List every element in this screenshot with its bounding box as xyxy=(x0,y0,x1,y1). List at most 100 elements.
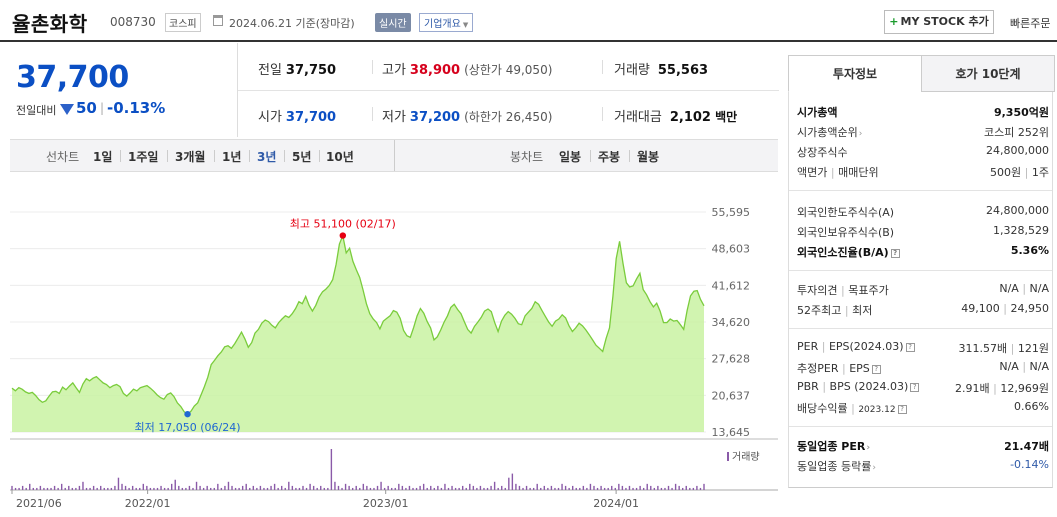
tab-hoga-10[interactable]: 호가 10단계 xyxy=(921,55,1055,92)
period-3y[interactable]: 3년 xyxy=(257,150,277,164)
stat-label: 거래대금 xyxy=(614,110,662,125)
candle-monthly[interactable]: 월봉 xyxy=(637,150,660,164)
tab-invest-info[interactable]: 투자정보 xyxy=(788,55,922,92)
price-summary: 37,700 전일대비 50 | -0.13% xyxy=(10,43,235,137)
volume-bar xyxy=(433,487,435,490)
info-value: 311.57배 xyxy=(958,342,1008,355)
stat-label: 시가 xyxy=(258,110,282,125)
volume-bar xyxy=(557,487,560,490)
info-row-par: 액면가 | 매매단위 500원 | 1주 xyxy=(797,166,1049,179)
volume-bar xyxy=(153,487,155,490)
volume-bar xyxy=(440,487,443,490)
volume-bar xyxy=(461,485,464,490)
volume-bar xyxy=(121,483,123,490)
compare-label: 전일대비 xyxy=(16,104,57,117)
stat-open: 시가 37,700 xyxy=(258,106,336,125)
add-mystock-button[interactable]: + MY STOCK 추가 xyxy=(884,10,994,34)
volume-bar xyxy=(146,485,148,490)
info-value: -0.14% xyxy=(1010,458,1049,471)
divider xyxy=(789,190,1052,191)
volume-bar xyxy=(359,487,361,490)
volume-bar xyxy=(128,487,130,490)
volume-bar xyxy=(11,485,13,490)
volume-bar xyxy=(245,483,247,490)
volume-bar xyxy=(696,485,698,490)
max-point xyxy=(339,232,347,239)
period-1d[interactable]: 1일 xyxy=(93,150,113,164)
volume-bar xyxy=(699,487,702,490)
volume-bar xyxy=(518,485,521,490)
volume-bar xyxy=(373,487,375,490)
help-icon[interactable]: ? xyxy=(871,365,881,374)
volume-bar xyxy=(419,485,421,490)
volume-bar xyxy=(547,487,549,490)
corp-overview-label: 기업개요 xyxy=(424,19,461,30)
info-value: 500원 xyxy=(990,166,1022,179)
period-5y[interactable]: 5년 xyxy=(292,150,312,164)
volume-bar xyxy=(646,483,648,490)
volume-bar xyxy=(483,487,485,490)
candle-daily[interactable]: 일봉 xyxy=(559,150,582,164)
volume-bar xyxy=(394,487,396,490)
volume-bar xyxy=(252,485,255,490)
volume-bar xyxy=(14,487,17,490)
x-tick-label: 2024/01 xyxy=(593,497,639,510)
realtime-button[interactable]: 실시간 xyxy=(375,13,411,32)
volume-bar xyxy=(525,485,528,490)
divider xyxy=(789,328,1052,329)
invest-info-table: 시가총액 9,350억원 시가총액순위› 코스피 252위 상장주식수 24,800,… xyxy=(788,92,1053,488)
volume-bar xyxy=(351,487,354,490)
volume-bar xyxy=(199,485,201,490)
volume-bar xyxy=(575,487,577,490)
volume-bar xyxy=(298,487,301,490)
volume-bar xyxy=(39,485,42,490)
volume-bar xyxy=(504,487,506,490)
info-value: 21.47배 xyxy=(1004,440,1049,453)
period-1y[interactable]: 1년 xyxy=(222,150,242,164)
help-icon[interactable]: ? xyxy=(890,249,900,258)
info-label: 2023.12 xyxy=(858,405,896,415)
price-chart[interactable]: 55,595 48,603 41,612 34,620 27,628 20,637 13,6… xyxy=(10,192,778,517)
volume-bar xyxy=(330,449,333,490)
corp-overview-dropdown[interactable]: 기업개요 ▼ xyxy=(419,13,474,32)
current-price: 37,700 xyxy=(16,60,129,95)
y-tick-label: 55,595 xyxy=(712,206,751,219)
volume-bar xyxy=(685,485,687,490)
period-1w[interactable]: 1주일 xyxy=(128,150,159,164)
help-icon[interactable]: ? xyxy=(910,383,920,392)
volume-bar xyxy=(657,485,659,490)
period-3m[interactable]: 3개월 xyxy=(175,150,206,164)
volume-bar xyxy=(32,487,34,490)
volume-bar xyxy=(149,487,152,490)
volume-bar xyxy=(241,485,244,490)
volume-bar xyxy=(369,487,372,490)
volume-bar xyxy=(227,481,230,490)
volume-bar xyxy=(412,487,414,490)
volume-bar xyxy=(664,487,666,490)
y-tick-label: 41,612 xyxy=(712,279,751,292)
volume-bar xyxy=(178,485,180,490)
price-area xyxy=(12,235,704,432)
info-value: 24,950 xyxy=(1010,302,1050,315)
info-label: 배당수익률 xyxy=(797,402,848,415)
help-icon[interactable]: ? xyxy=(905,343,915,352)
volume-bar xyxy=(195,481,198,490)
divider xyxy=(284,150,285,162)
volume-bar xyxy=(210,487,212,490)
volume-bar xyxy=(206,485,208,490)
volume-bar xyxy=(589,483,592,490)
help-icon[interactable]: ? xyxy=(897,405,907,414)
volume-bar xyxy=(486,487,489,490)
volume-bar xyxy=(316,487,318,490)
quick-order-link[interactable]: 빠른주문 xyxy=(1010,17,1051,30)
volume-bar xyxy=(131,485,134,490)
period-10y[interactable]: 10년 xyxy=(326,150,354,164)
price-stats: 전일 37,750 고가 38,900 (상한가 49,050) 거래량 55,563 … xyxy=(237,43,779,137)
chevron-right-icon: › xyxy=(858,129,863,139)
volume-bar xyxy=(181,487,184,490)
volume-bar xyxy=(344,483,347,490)
candle-weekly[interactable]: 주봉 xyxy=(598,150,621,164)
divider xyxy=(629,150,630,162)
volume-bar xyxy=(586,487,588,490)
volume-bar xyxy=(650,485,652,490)
